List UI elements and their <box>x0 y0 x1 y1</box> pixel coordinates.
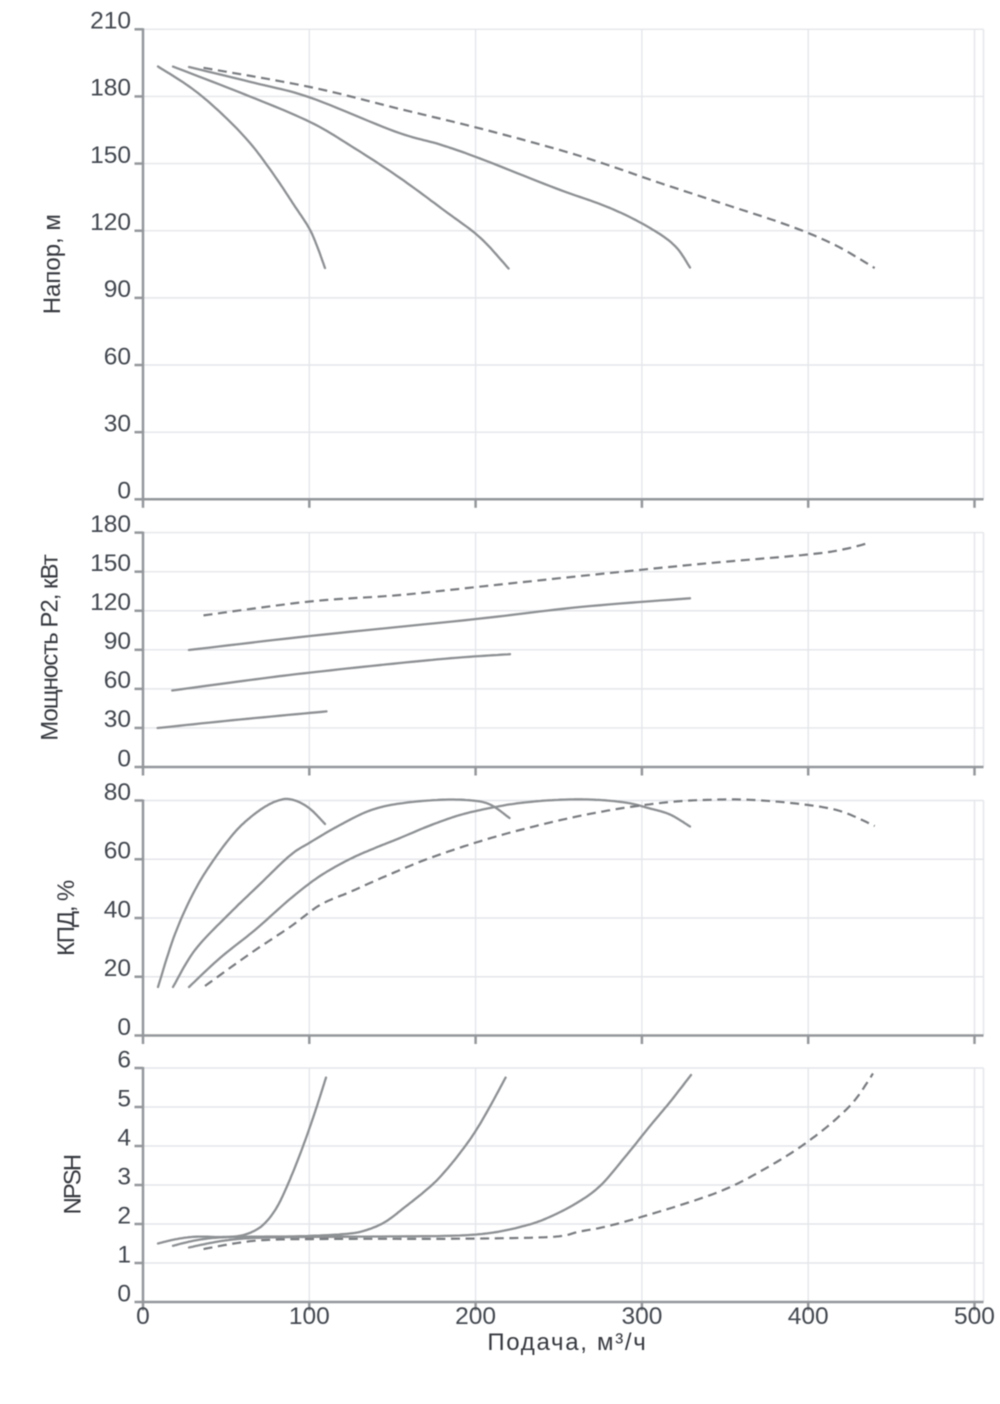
svg-text:0: 0 <box>117 745 131 772</box>
svg-text:200: 200 <box>455 1303 496 1330</box>
svg-text:120: 120 <box>90 209 131 236</box>
svg-text:20: 20 <box>104 955 131 982</box>
svg-text:90: 90 <box>104 628 131 655</box>
svg-text:0: 0 <box>117 1014 131 1041</box>
svg-text:80: 80 <box>104 779 131 806</box>
svg-text:60: 60 <box>104 838 131 865</box>
svg-text:210: 210 <box>90 8 131 35</box>
svg-text:150: 150 <box>90 142 131 169</box>
svg-text:1: 1 <box>117 1241 131 1268</box>
svg-text:120: 120 <box>90 589 131 616</box>
svg-text:100: 100 <box>289 1303 330 1330</box>
svg-text:60: 60 <box>104 667 131 694</box>
svg-text:6: 6 <box>117 1046 131 1073</box>
svg-text:150: 150 <box>90 550 131 577</box>
svg-text:30: 30 <box>104 706 131 733</box>
svg-text:180: 180 <box>90 75 131 102</box>
svg-text:Подача, м³/ч: Подача, м³/ч <box>487 1329 647 1356</box>
svg-text:500: 500 <box>954 1303 995 1330</box>
svg-text:0: 0 <box>117 478 131 505</box>
svg-text:Мощность P2, кВт: Мощность P2, кВт <box>37 554 64 741</box>
svg-text:5: 5 <box>117 1085 131 1112</box>
svg-text:300: 300 <box>621 1303 662 1330</box>
svg-text:NPSH: NPSH <box>60 1155 87 1214</box>
svg-text:180: 180 <box>90 511 131 538</box>
svg-text:0: 0 <box>117 1280 131 1307</box>
svg-text:4: 4 <box>117 1124 131 1151</box>
svg-text:0: 0 <box>136 1303 150 1330</box>
svg-text:40: 40 <box>104 896 131 923</box>
svg-text:60: 60 <box>104 343 131 370</box>
svg-text:2: 2 <box>117 1202 131 1229</box>
svg-text:30: 30 <box>104 411 131 438</box>
svg-text:КПД, %: КПД, % <box>53 880 80 956</box>
svg-text:400: 400 <box>788 1303 829 1330</box>
svg-text:Напор, м: Напор, м <box>39 214 66 314</box>
svg-text:3: 3 <box>117 1163 131 1190</box>
svg-text:90: 90 <box>104 276 131 303</box>
